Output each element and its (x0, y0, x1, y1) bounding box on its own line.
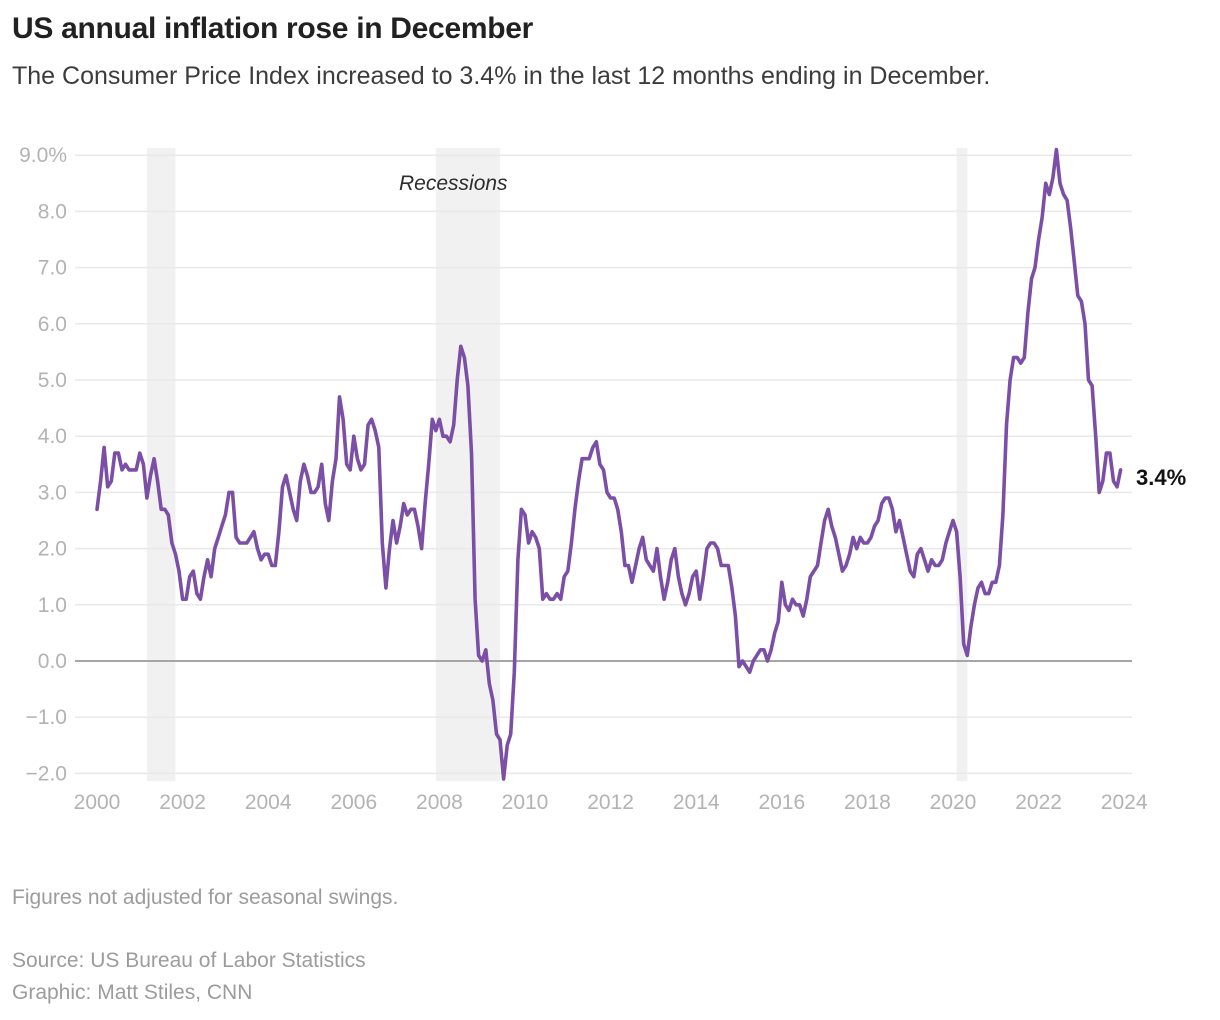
credit-line: Graphic: Matt Stiles, CNN (12, 981, 253, 1004)
x-tick-label: 2002 (159, 791, 206, 814)
y-tick-label: 1.0 (38, 594, 67, 617)
page-subtitle: The Consumer Price Index increased to 3.… (12, 62, 991, 90)
x-tick-label: 2018 (844, 791, 891, 814)
x-tick-label: 2008 (416, 791, 463, 814)
y-tick-label: 7.0 (38, 257, 67, 280)
x-tick-label: 2014 (673, 791, 720, 814)
inflation-line-chart: 9.0% 8.0 7.0 6.0 5.0 4.0 3.0 2.0 1.0 0.0 −1.0 −2.0 2… (19, 144, 1148, 814)
x-tick-label: 2004 (245, 791, 292, 814)
recession-band (956, 148, 968, 781)
recessions-annotation: Recessions (399, 172, 508, 195)
y-tick-label: 4.0 (38, 425, 67, 448)
y-tick-label: 5.0 (38, 369, 67, 392)
y-tick-label: −1.0 (26, 706, 67, 729)
footnote: Figures not adjusted for seasonal swings… (12, 886, 399, 909)
y-tick-label: −2.0 (26, 762, 67, 785)
source-line: Source: US Bureau of Labor Statistics (12, 949, 366, 972)
inflation-line (95, 147, 1123, 781)
y-tick-label: 2.0 (38, 538, 67, 561)
page-title: US annual inflation rose in December (12, 12, 533, 45)
x-tick-label: 2010 (502, 791, 549, 814)
x-tick-label: 2000 (74, 791, 121, 814)
y-tick-label: 9.0% (19, 144, 67, 167)
latest-value-label: 3.4% (1136, 465, 1187, 490)
y-tick-label: 8.0 (38, 200, 67, 223)
x-tick-label: 2006 (330, 791, 377, 814)
x-tick-label: 2012 (587, 791, 634, 814)
y-tick-label: 6.0 (38, 313, 67, 336)
x-tick-label: 2016 (758, 791, 805, 814)
x-tick-label: 2022 (1015, 791, 1062, 814)
y-tick-label: 3.0 (38, 481, 67, 504)
x-tick-label: 2024 (1101, 791, 1148, 814)
y-tick-label: 0.0 (38, 650, 67, 673)
x-tick-label: 2020 (930, 791, 977, 814)
